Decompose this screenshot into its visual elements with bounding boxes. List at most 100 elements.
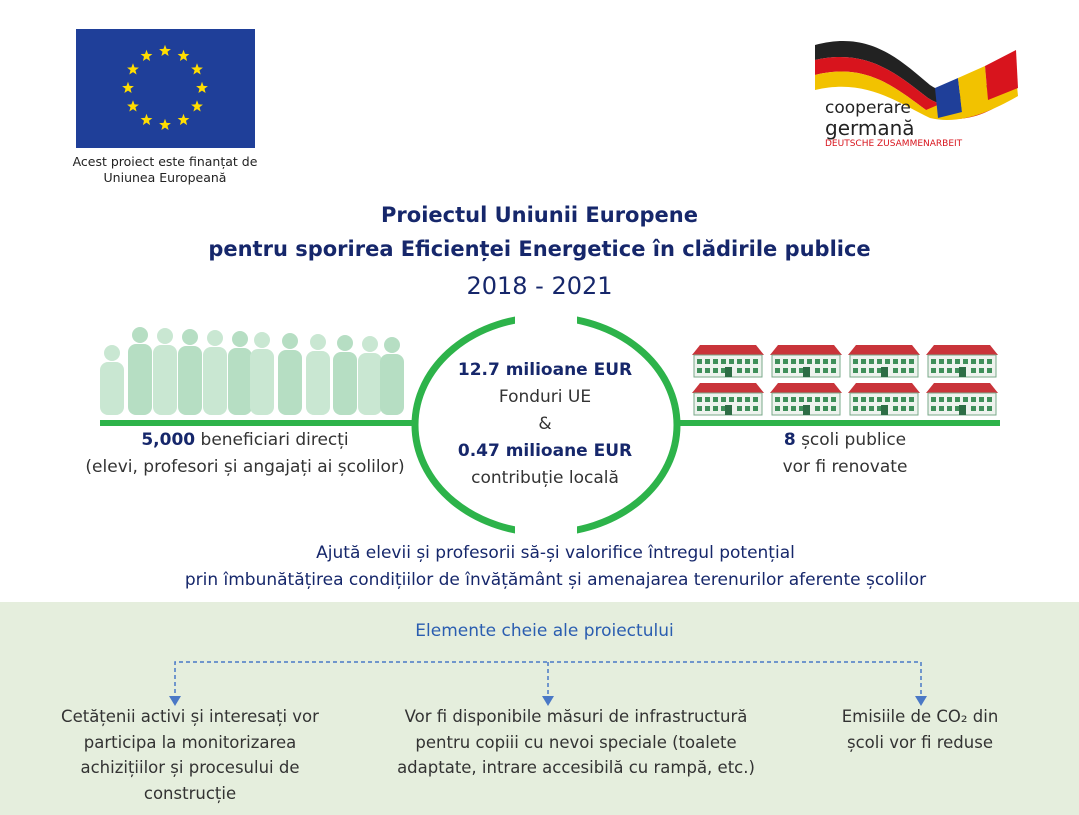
school-window: [815, 368, 820, 373]
school-window: [955, 368, 960, 373]
star: [127, 63, 139, 75]
person-head: [384, 337, 400, 353]
school-window: [745, 368, 750, 373]
school-window: [939, 397, 944, 402]
school-window: [987, 406, 992, 411]
person-body: [100, 362, 124, 415]
school-window: [815, 359, 820, 364]
school-window: [697, 368, 702, 373]
school-window: [947, 397, 952, 402]
partner-line: DEUTSCHE ZUSAMMENARBEIT: [825, 139, 963, 149]
school-window: [697, 397, 702, 402]
school-window: [869, 368, 874, 373]
school-window: [713, 406, 718, 411]
school-window: [775, 406, 780, 411]
key-item: Vor fi disponibile măsuri de infrastruct…: [366, 704, 786, 781]
school-window: [901, 368, 906, 373]
school-window: [721, 406, 726, 411]
school-window: [877, 397, 882, 402]
school-window: [861, 397, 866, 402]
school-window: [697, 406, 702, 411]
school-window: [853, 359, 858, 364]
arrows: [169, 696, 927, 706]
person-body: [333, 352, 357, 415]
person-body: [153, 345, 177, 415]
local-amount: 0.47 milioane EUR: [457, 441, 633, 461]
school-window: [979, 397, 984, 402]
school-window: [791, 368, 796, 373]
school-window: [713, 397, 718, 402]
school-window: [831, 368, 836, 373]
school-window: [893, 406, 898, 411]
school-window: [955, 406, 960, 411]
person-body: [128, 344, 152, 415]
star: [159, 118, 171, 130]
school-window: [909, 368, 914, 373]
school-window: [799, 406, 804, 411]
period: 2018 - 2021: [466, 272, 613, 300]
school-window: [853, 397, 858, 402]
person-head: [104, 345, 120, 361]
school-window: [971, 397, 976, 402]
star: [177, 113, 190, 126]
key-item-line: Emisiile de CO₂ din: [841, 707, 999, 726]
star: [191, 63, 203, 75]
caption-line: Uniunea Europeană: [103, 170, 227, 185]
school-window: [853, 406, 858, 411]
school-door: [959, 405, 966, 415]
school-roof: [770, 383, 842, 393]
school-window: [721, 397, 726, 402]
school-door: [725, 367, 732, 377]
person-head: [157, 328, 173, 344]
school-window: [869, 397, 874, 402]
schools-number: 8: [783, 430, 796, 450]
school-window: [823, 397, 828, 402]
school-window: [791, 397, 796, 402]
school-door: [881, 367, 888, 377]
school-window: [775, 359, 780, 364]
school-window: [869, 359, 874, 364]
key-item-line: pentru copiii cu nevoi speciale (toalete: [415, 732, 737, 752]
title-line: pentru sporirea Eficienței Energetice în…: [208, 237, 871, 261]
de-wave: [815, 57, 1014, 119]
schools-text: 8 școli publice vor fi renovate: [720, 427, 970, 481]
person-body: [203, 347, 227, 415]
school-window: [931, 397, 936, 402]
star: [140, 113, 153, 126]
school-window: [745, 359, 750, 364]
school-window: [939, 368, 944, 373]
key-item-line: adaptate, intrare accesibilă cu rampă, e…: [397, 758, 755, 777]
goal-line: Ajută elevii și profesorii să-și valorif…: [316, 543, 795, 563]
school-roof: [692, 345, 764, 355]
school-window: [877, 359, 882, 364]
school-window: [775, 368, 780, 373]
school-window: [931, 359, 936, 364]
school-door: [803, 405, 810, 415]
school-window: [877, 406, 882, 411]
joiner: &: [538, 414, 552, 434]
key-item: Emisiile de CO₂ din școli vor fi reduse: [810, 704, 1030, 755]
school-window: [705, 397, 710, 402]
school-window: [939, 406, 944, 411]
key-item-line: achizițiilor și procesului de: [80, 758, 300, 777]
funding: 12.7 milioane EUR Fonduri UE & 0.47 mili…: [430, 357, 660, 492]
school-window: [831, 406, 836, 411]
school-window: [955, 359, 960, 364]
school-roof: [848, 383, 920, 393]
school-window: [909, 359, 914, 364]
school-roof: [926, 345, 998, 355]
people: [100, 327, 404, 415]
eu-caption: Acest proiect este finanțat de Uniunea E…: [55, 154, 275, 186]
ring-gap: [515, 305, 577, 329]
schools-label: școli publice: [801, 430, 907, 450]
person-body: [306, 351, 330, 415]
school-window: [931, 368, 936, 373]
school-window: [971, 406, 976, 411]
school-window: [909, 406, 914, 411]
key-title: Elemente cheie ale proiectului: [415, 621, 674, 641]
star: [177, 49, 190, 61]
school-window: [831, 359, 836, 364]
school-window: [979, 368, 984, 373]
partner-line: cooperare: [825, 98, 911, 118]
